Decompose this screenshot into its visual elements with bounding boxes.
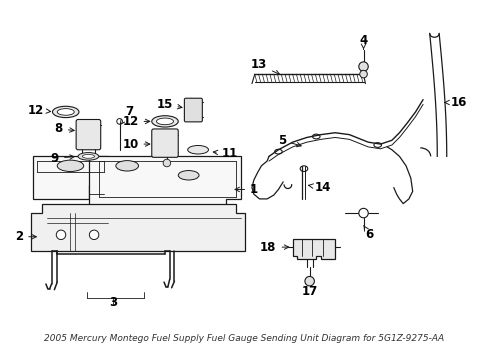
Polygon shape	[89, 156, 240, 227]
Text: 4: 4	[359, 33, 367, 49]
Text: 9: 9	[51, 152, 74, 165]
FancyBboxPatch shape	[184, 98, 202, 122]
Text: 8: 8	[55, 122, 74, 135]
Text: 5: 5	[277, 134, 301, 147]
Circle shape	[163, 159, 170, 167]
Circle shape	[89, 230, 99, 239]
Ellipse shape	[116, 161, 138, 171]
Text: 12: 12	[28, 104, 50, 117]
Polygon shape	[292, 239, 334, 260]
Circle shape	[305, 276, 314, 286]
Ellipse shape	[187, 145, 208, 154]
Ellipse shape	[82, 154, 94, 158]
FancyBboxPatch shape	[151, 129, 178, 157]
Text: 17: 17	[301, 285, 317, 298]
Circle shape	[359, 70, 366, 78]
Text: 14: 14	[308, 181, 330, 194]
Ellipse shape	[52, 106, 79, 118]
Ellipse shape	[57, 160, 83, 171]
Polygon shape	[31, 204, 245, 251]
Ellipse shape	[156, 118, 173, 125]
Text: 15: 15	[156, 98, 182, 111]
Text: 12: 12	[122, 115, 149, 128]
Circle shape	[358, 62, 367, 71]
Text: 13: 13	[250, 58, 279, 75]
Text: 16: 16	[444, 96, 466, 109]
Circle shape	[358, 208, 367, 218]
Text: 7: 7	[120, 105, 133, 124]
Text: 11: 11	[213, 147, 238, 160]
Polygon shape	[33, 156, 108, 199]
Text: 1: 1	[235, 183, 258, 196]
Circle shape	[56, 230, 65, 239]
Ellipse shape	[78, 153, 99, 160]
Text: 6: 6	[363, 226, 373, 241]
Text: 18: 18	[260, 240, 288, 254]
Ellipse shape	[57, 109, 74, 115]
Text: 2: 2	[15, 230, 36, 243]
Circle shape	[117, 118, 122, 124]
Text: 3: 3	[109, 296, 117, 309]
Text: 2005 Mercury Montego Fuel Supply Fuel Gauge Sending Unit Diagram for 5G1Z-9275-A: 2005 Mercury Montego Fuel Supply Fuel Ga…	[44, 334, 444, 343]
Ellipse shape	[151, 116, 178, 127]
Text: 10: 10	[122, 138, 149, 150]
FancyBboxPatch shape	[76, 120, 101, 150]
Ellipse shape	[178, 171, 199, 180]
